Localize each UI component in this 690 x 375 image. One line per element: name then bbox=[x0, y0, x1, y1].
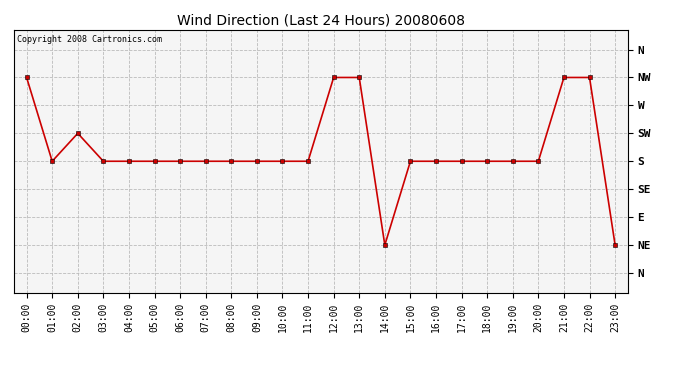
Text: Copyright 2008 Cartronics.com: Copyright 2008 Cartronics.com bbox=[17, 35, 162, 44]
Title: Wind Direction (Last 24 Hours) 20080608: Wind Direction (Last 24 Hours) 20080608 bbox=[177, 13, 465, 27]
